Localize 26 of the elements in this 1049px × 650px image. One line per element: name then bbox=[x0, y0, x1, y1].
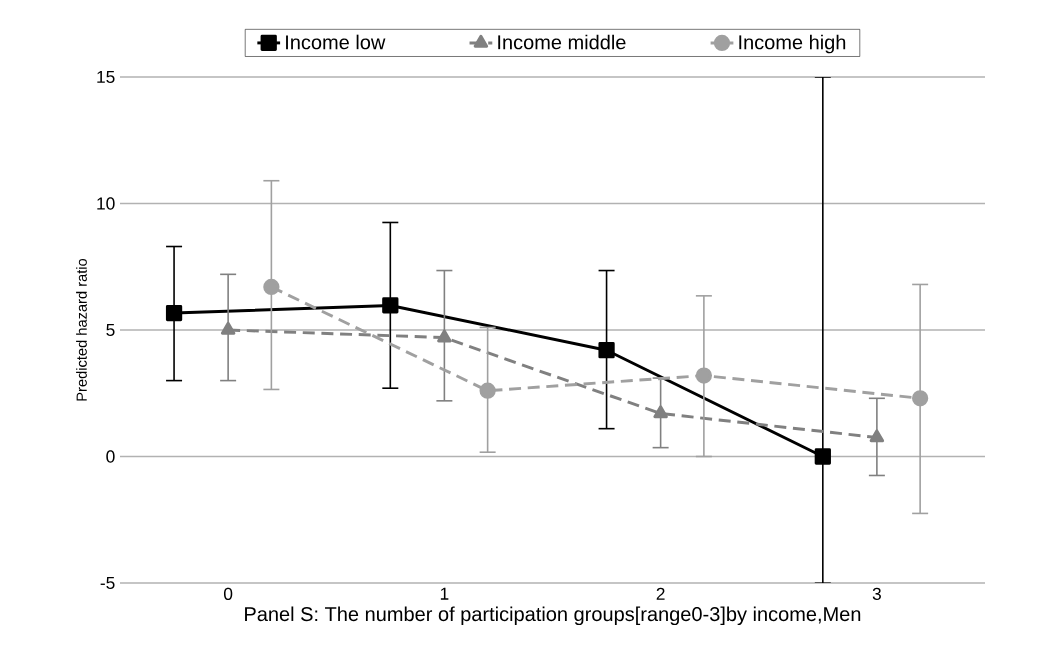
point bbox=[437, 329, 452, 343]
point bbox=[598, 342, 615, 359]
x-axis-title: Panel S: The number of participation groups[range0-3]by income,Men bbox=[245, 606, 861, 626]
legend-label: Income middle bbox=[498, 34, 626, 50]
point bbox=[479, 382, 496, 399]
x-tick-label: 0 bbox=[223, 587, 233, 600]
point bbox=[814, 448, 831, 465]
point bbox=[165, 304, 183, 322]
y-tick-label: 0 bbox=[106, 450, 115, 463]
point bbox=[695, 367, 713, 384]
point bbox=[382, 297, 399, 314]
point bbox=[869, 429, 885, 443]
x-tick-label: 2 bbox=[656, 587, 665, 600]
point bbox=[911, 390, 929, 407]
y-axis-title: Predicted hazard ratio bbox=[76, 258, 87, 401]
point bbox=[220, 321, 236, 335]
point bbox=[263, 278, 280, 296]
x-tick-label: 1 bbox=[440, 587, 449, 600]
legend-label: Income high bbox=[739, 34, 846, 54]
y-tick-label: -5 bbox=[100, 576, 115, 590]
y-tick-label: 15 bbox=[97, 70, 115, 84]
point bbox=[653, 405, 668, 419]
x-tick-label: 3 bbox=[872, 587, 881, 600]
y-tick-label: 10 bbox=[97, 197, 115, 210]
y-tick-label: 5 bbox=[106, 323, 115, 337]
legend-label: Income low bbox=[286, 34, 386, 50]
